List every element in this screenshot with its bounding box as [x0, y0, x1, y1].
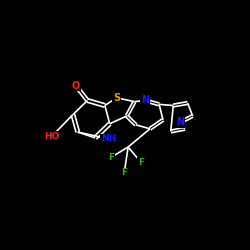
Text: F: F — [121, 168, 127, 177]
Text: S: S — [113, 93, 120, 103]
Text: O: O — [72, 80, 80, 90]
Text: F: F — [108, 153, 114, 162]
Text: F: F — [138, 158, 144, 167]
Text: N: N — [176, 118, 184, 128]
Text: HO: HO — [44, 132, 59, 141]
Text: NH: NH — [101, 134, 116, 143]
Text: N: N — [141, 96, 149, 106]
